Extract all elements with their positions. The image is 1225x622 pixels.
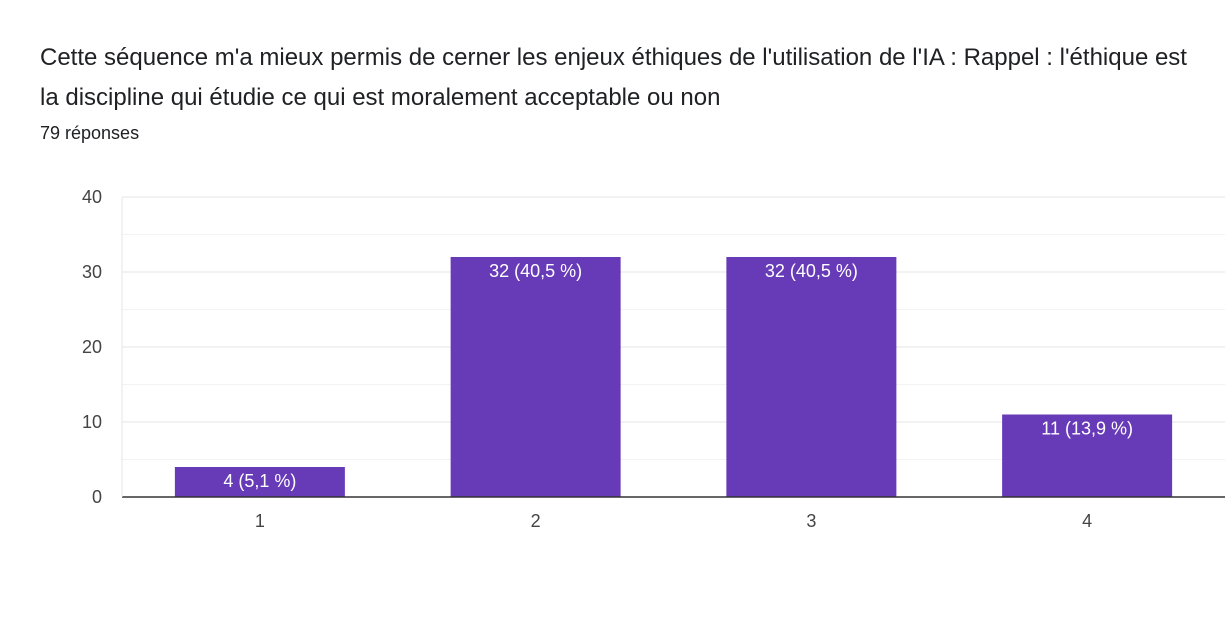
- x-axis-ticks: 1 2 3 4: [255, 511, 1092, 531]
- bar-data-label-1: 4 (5,1 %): [223, 471, 296, 491]
- y-tick-label: 0: [92, 487, 102, 507]
- y-tick-label: 40: [82, 187, 102, 207]
- question-title: Cette séquence m'a mieux permis de cerne…: [40, 44, 1187, 111]
- x-tick-label-4: 4: [1082, 511, 1092, 531]
- bar-3[interactable]: [726, 257, 897, 497]
- bar-1[interactable]: [174, 467, 345, 497]
- y-tick-label: 30: [82, 262, 102, 282]
- bar-data-label-2: 32 (40,5 %): [489, 261, 582, 281]
- response-count: 79 réponses: [40, 123, 140, 143]
- bar-4[interactable]: [1002, 414, 1173, 498]
- x-tick-label-3: 3: [806, 511, 816, 531]
- bars: [174, 257, 1173, 498]
- y-tick-label: 10: [82, 412, 102, 432]
- y-axis-ticks: 0 10 20 30 40: [82, 187, 102, 507]
- y-tick-label: 20: [82, 337, 102, 357]
- bar-data-label-4: 11 (13,9 %): [1041, 419, 1133, 439]
- data-labels: 4 (5,1 %) 32 (40,5 %) 32 (40,5 %) 11 (13,9 …: [223, 261, 1133, 491]
- x-tick-label-1: 1: [255, 511, 265, 531]
- bar-data-label-3: 32 (40,5 %): [765, 261, 858, 281]
- x-tick-label-2: 2: [531, 511, 541, 531]
- bar-2[interactable]: [450, 257, 621, 497]
